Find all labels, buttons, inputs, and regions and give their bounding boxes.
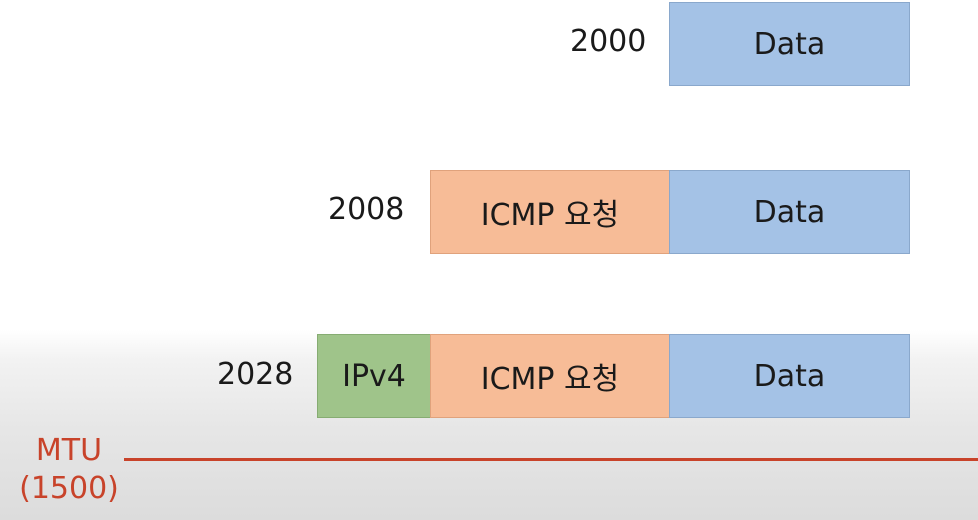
- ipv4-header-segment: IPv4: [317, 334, 431, 418]
- icmp-request-label: ICMP 요청: [480, 362, 620, 397]
- data-segment-label: Data: [753, 194, 826, 230]
- icmp-request-segment: ICMP 요청: [430, 170, 670, 254]
- data-segment: Data: [669, 2, 910, 86]
- mtu-label: MTU (1500): [14, 432, 124, 508]
- mtu-threshold-line: [124, 458, 978, 461]
- mtu-title: MTU: [35, 433, 103, 468]
- mtu-value: (1500): [19, 471, 119, 506]
- icmp-request-segment: ICMP 요청: [430, 334, 670, 418]
- ipv4-header-label: IPv4: [342, 358, 406, 394]
- data-segment: Data: [669, 334, 910, 418]
- data-segment: Data: [669, 170, 910, 254]
- packet-size-label: 2008: [328, 192, 405, 227]
- packet-size-label: 2000: [570, 24, 647, 59]
- data-segment-label: Data: [753, 26, 826, 62]
- data-segment-label: Data: [753, 358, 826, 394]
- packet-size-label: 2028: [217, 357, 294, 392]
- icmp-request-label: ICMP 요청: [480, 198, 620, 233]
